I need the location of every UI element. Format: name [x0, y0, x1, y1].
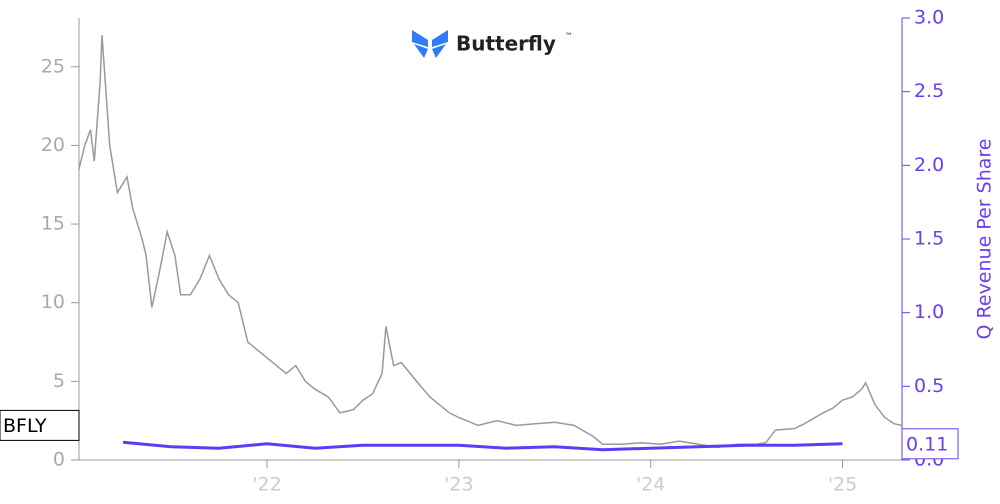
y2-axis-label: Q Revenue Per Share [974, 139, 996, 340]
y-tick-label: 5 [53, 370, 65, 392]
line [122, 440, 843, 452]
y2-tick-label: 0.5 [914, 375, 944, 397]
x-tick-label: '24 [636, 474, 665, 496]
x-tick-label: '22 [252, 474, 281, 496]
logo-text: Butterfly [456, 32, 556, 56]
y-tick-label: 15 [41, 213, 65, 235]
y2-tick-label: 2.0 [914, 154, 944, 176]
series-tag-box [0, 409, 80, 441]
value-label: 0.11 [906, 433, 948, 455]
y-tick-label: 20 [41, 134, 65, 156]
y2-tick-label: 1.0 [914, 301, 944, 323]
x-tick-label: '25 [828, 474, 857, 496]
trademark: ™ [565, 32, 573, 41]
logo: Butterfly ™ [412, 30, 573, 58]
x-tick-label: '23 [444, 474, 473, 496]
y2-tick-label: 1.5 [914, 228, 944, 250]
y-tick-label: 25 [41, 55, 65, 77]
value-label-box [901, 428, 959, 460]
y-tick-label: 10 [41, 291, 65, 313]
y-tick-label: 0 [53, 449, 65, 471]
line [78, 35, 903, 449]
series-tag: BFLY [3, 415, 47, 437]
y2-tick-label: 3.0 [914, 7, 944, 29]
y2-tick-label: 2.5 [914, 80, 944, 102]
logo-icon [412, 30, 448, 58]
